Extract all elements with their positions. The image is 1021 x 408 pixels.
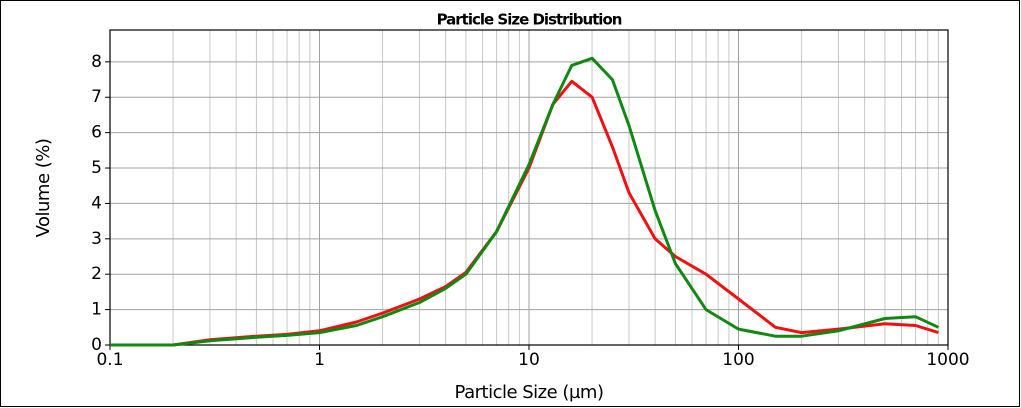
y-tick-label: 3 (91, 229, 102, 249)
y-tick-label: 4 (91, 193, 102, 213)
plot-border (109, 29, 949, 346)
x-tick-label: 10 (518, 350, 540, 370)
y-axis-label: Volume (%) (33, 139, 54, 238)
y-tick-label: 8 (91, 52, 102, 72)
y-tick-label: 0 (91, 335, 102, 355)
plot (110, 56, 940, 347)
y-tick-label: 2 (91, 264, 102, 284)
grid: 0.1 1 10 100 1000 0 1 2 3 4 5 6 7 8 (91, 29, 970, 370)
x-tick-label: 1 (314, 350, 325, 370)
x-tick-label: 0.1 (96, 350, 123, 370)
y-tick-label: 1 (91, 300, 102, 320)
x-axis-label: Particle Size (µm) (455, 382, 604, 403)
y-tick-label: 7 (91, 87, 102, 107)
series-line (110, 56, 940, 347)
y-tick-label: 5 (91, 158, 102, 178)
chart-title: Particle Size Distribution (437, 11, 622, 29)
x-tick-label: 100 (722, 350, 754, 370)
x-tick-label: 1000 (926, 350, 969, 370)
y-tick-label: 6 (91, 123, 102, 143)
